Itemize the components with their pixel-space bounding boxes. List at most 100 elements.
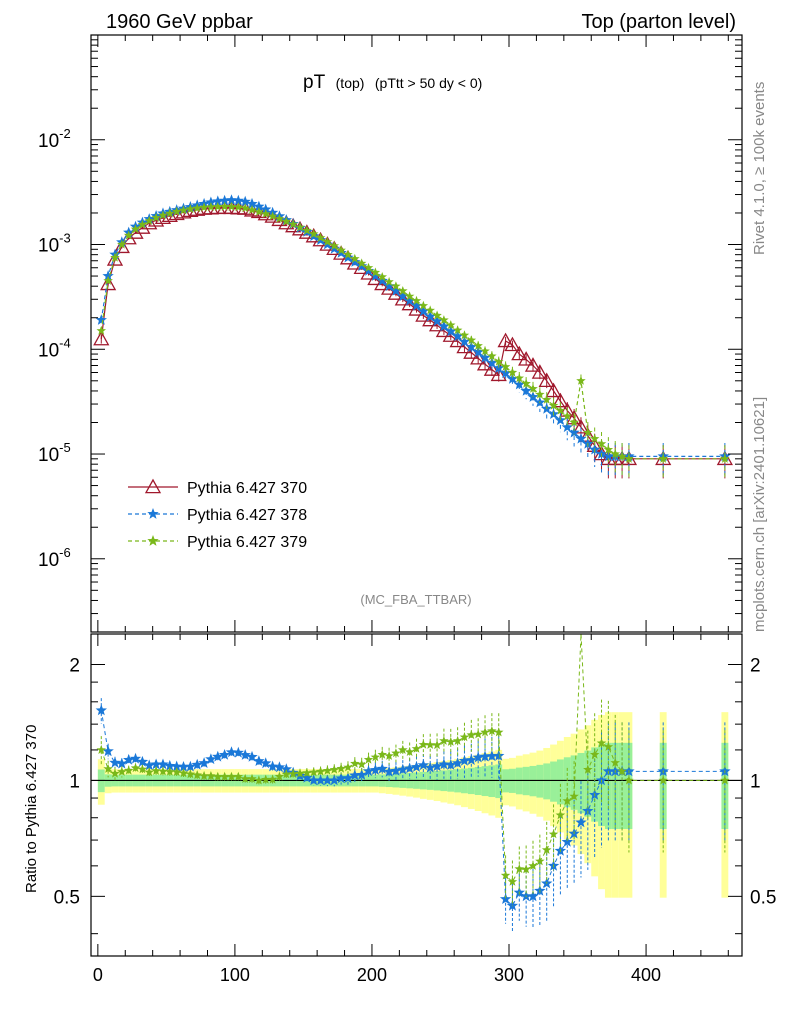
data-point [302,225,312,235]
ratio-point [336,763,346,773]
ratio-plot: 0 100 200 300 400 0.5 0.5 1 1 2 2 [54,633,776,985]
legend-marker-s378 [147,508,159,519]
ratio-point [266,760,279,772]
ratio-point [466,730,477,740]
data-point [137,219,148,229]
data-point [342,251,354,263]
ratio-point [95,704,107,716]
data-point [226,201,237,211]
data-point [404,291,415,301]
ratio-point [225,746,238,758]
legend-label-s370: Pythia 6.427 370 [187,480,307,497]
ratio-point [157,758,169,770]
data-point [205,196,217,208]
ratio-point [369,764,382,775]
series-s379 [96,201,730,479]
ratio-point [418,739,429,749]
ratio-point [143,759,155,771]
data-point [376,274,388,286]
data-point [218,194,231,206]
data-point [206,202,216,212]
data-point [384,276,394,286]
legend-label-s379: Pythia 6.427 379 [187,534,307,551]
data-point [506,373,519,384]
data-point [295,222,305,232]
ratio-point [288,768,298,778]
ratio-point [452,735,463,745]
data-point [487,351,497,361]
data-point [343,249,353,259]
data-point [452,325,463,335]
data-point [528,383,538,393]
data-point [445,325,457,337]
ratio-point [472,751,484,763]
data-point [185,204,196,214]
data-point [199,202,209,212]
ratio-point [583,764,593,774]
data-point [309,229,319,238]
ratio-point [403,762,416,774]
data-point [545,382,562,398]
data-point [428,316,446,332]
x-tick-label: 0 [93,965,103,985]
ratio-point [150,758,162,770]
ratio-point [362,765,375,777]
ratio-point [315,766,326,776]
y-tick-label: 10-6 [38,545,71,571]
data-point [95,314,107,325]
ratio-point [239,749,251,760]
ratio-band-green [495,764,503,799]
data-point [212,195,224,207]
data-point [171,206,182,216]
ratio-point [219,771,230,781]
ratio-point [602,765,615,777]
data-point [391,281,401,291]
ratio-point [192,770,202,780]
ratio-point [397,763,409,775]
data-point [336,245,346,255]
data-point [589,433,600,443]
data-point [144,215,154,225]
data-point [117,239,127,249]
ratio-point [335,772,347,784]
ratio-point [500,870,511,880]
ratio-point [410,761,423,772]
ratio-point [424,761,436,773]
ratio-point [431,760,443,772]
ratio-point [398,744,408,754]
data-point [521,378,531,388]
ratio-point [451,757,464,769]
data-point [480,346,490,356]
ratio-point [425,739,435,749]
y-tick-label: 10-3 [38,231,71,257]
data-point [213,201,223,211]
ratio-point [342,772,354,783]
ratio-point [658,775,668,785]
data-point [504,336,521,352]
ratio-point [177,761,190,772]
ratio-point [528,860,538,870]
data-point [465,341,477,352]
legend-marker-s370 [144,478,162,494]
y-tick-label: 10-2 [38,126,71,152]
ratio-band-green [543,763,551,800]
ratio-point [117,766,127,776]
ratio-point [273,761,286,773]
ratio-point [555,810,566,820]
ratio-point [218,749,231,760]
data-point [493,362,505,373]
data-point [473,340,483,350]
ratio-point [432,740,442,750]
ratio-frame [90,633,743,957]
data-point [247,204,257,214]
ratio-point [603,741,614,751]
ratio-band-green [550,761,557,802]
ratio-point [383,765,395,777]
data-point [298,224,315,239]
ratio-point [376,762,388,774]
ratio-point [178,768,189,778]
data-point [658,453,668,463]
data-point [479,351,491,363]
data-point [596,438,607,448]
data-point [603,444,614,454]
